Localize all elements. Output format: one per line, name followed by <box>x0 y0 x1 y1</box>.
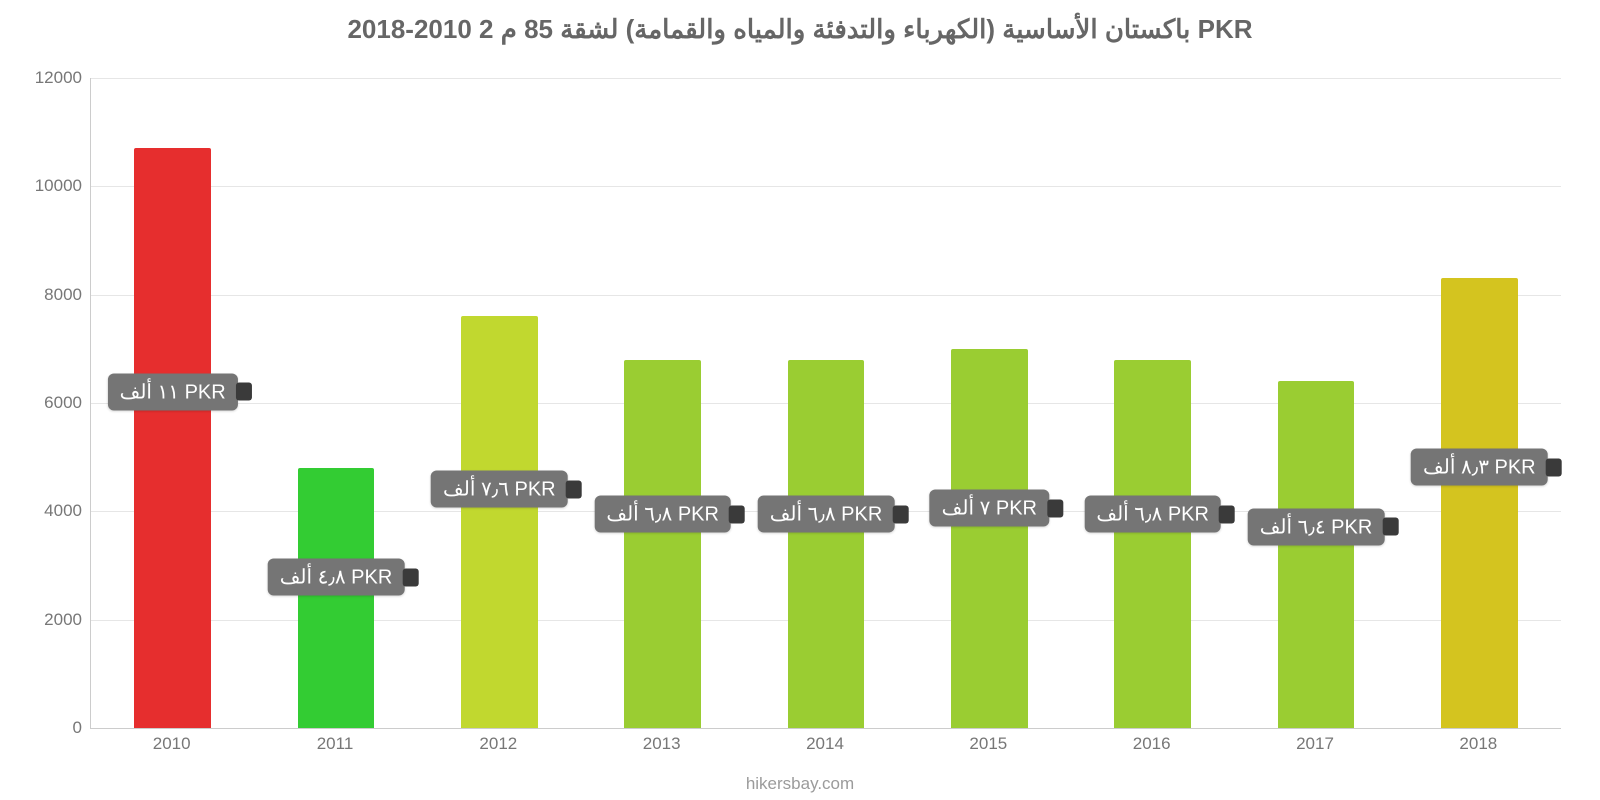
bar-value-label: ٦٫٤ ألف PKR <box>1248 508 1385 545</box>
y-tick-label: 12000 <box>35 68 82 88</box>
y-tick-label: 10000 <box>35 176 82 196</box>
plot-area: ١١ ألف PKR ٤٫٨ ألف PKR ٧٫٦ ألف PKR ٦٫٨ ألف … <box>90 78 1561 729</box>
y-tick-label: 6000 <box>44 393 82 413</box>
bar <box>1114 360 1191 728</box>
bar-value-label: ٦٫٨ ألف PKR <box>1084 496 1221 533</box>
bar <box>134 148 211 728</box>
x-tick-label: 2014 <box>806 734 844 754</box>
label-tail-icon <box>729 505 745 523</box>
source-label: hikersbay.com <box>0 774 1600 794</box>
x-tick-label: 2010 <box>153 734 191 754</box>
bar-value-label: ٨٫٣ ألف PKR <box>1411 449 1548 486</box>
bar <box>624 360 701 728</box>
chart-title: باكستان الأساسية (الكهرباء والتدفئة والم… <box>0 14 1600 45</box>
x-tick-label: 2012 <box>479 734 517 754</box>
x-tick-label: 2017 <box>1296 734 1334 754</box>
bar-value-label: ٧ ألف PKR <box>930 490 1049 527</box>
bar <box>1278 381 1355 728</box>
x-tick-label: 2018 <box>1459 734 1497 754</box>
label-tail-icon <box>402 568 418 586</box>
label-tail-icon <box>566 480 582 498</box>
gridline <box>91 186 1561 187</box>
label-tail-icon <box>1382 518 1398 536</box>
x-tick-label: 2015 <box>969 734 1007 754</box>
bar <box>461 316 538 728</box>
bar-value-label: ٤٫٨ ألف PKR <box>268 559 405 596</box>
label-tail-icon <box>1219 505 1235 523</box>
bar <box>298 468 375 728</box>
bar <box>788 360 865 728</box>
y-tick-label: 4000 <box>44 501 82 521</box>
gridline <box>91 295 1561 296</box>
bar-value-label: ١١ ألف PKR <box>108 373 238 410</box>
chart-container: باكستان الأساسية (الكهرباء والتدفئة والم… <box>0 0 1600 800</box>
bar-value-label: ٦٫٨ ألف PKR <box>594 496 731 533</box>
y-tick-label: 0 <box>73 718 82 738</box>
label-tail-icon <box>236 383 252 401</box>
label-tail-icon <box>1546 458 1562 476</box>
bar-value-label: ٦٫٨ ألف PKR <box>758 496 895 533</box>
bar <box>1441 278 1518 728</box>
gridline <box>91 78 1561 79</box>
label-tail-icon <box>892 505 908 523</box>
y-tick-label: 8000 <box>44 285 82 305</box>
bar <box>951 349 1028 728</box>
label-tail-icon <box>1047 499 1063 517</box>
y-tick-label: 2000 <box>44 610 82 630</box>
x-tick-label: 2013 <box>643 734 681 754</box>
x-tick-label: 2016 <box>1133 734 1171 754</box>
x-tick-label: 2011 <box>317 734 354 754</box>
bar-value-label: ٧٫٦ ألف PKR <box>431 471 568 508</box>
